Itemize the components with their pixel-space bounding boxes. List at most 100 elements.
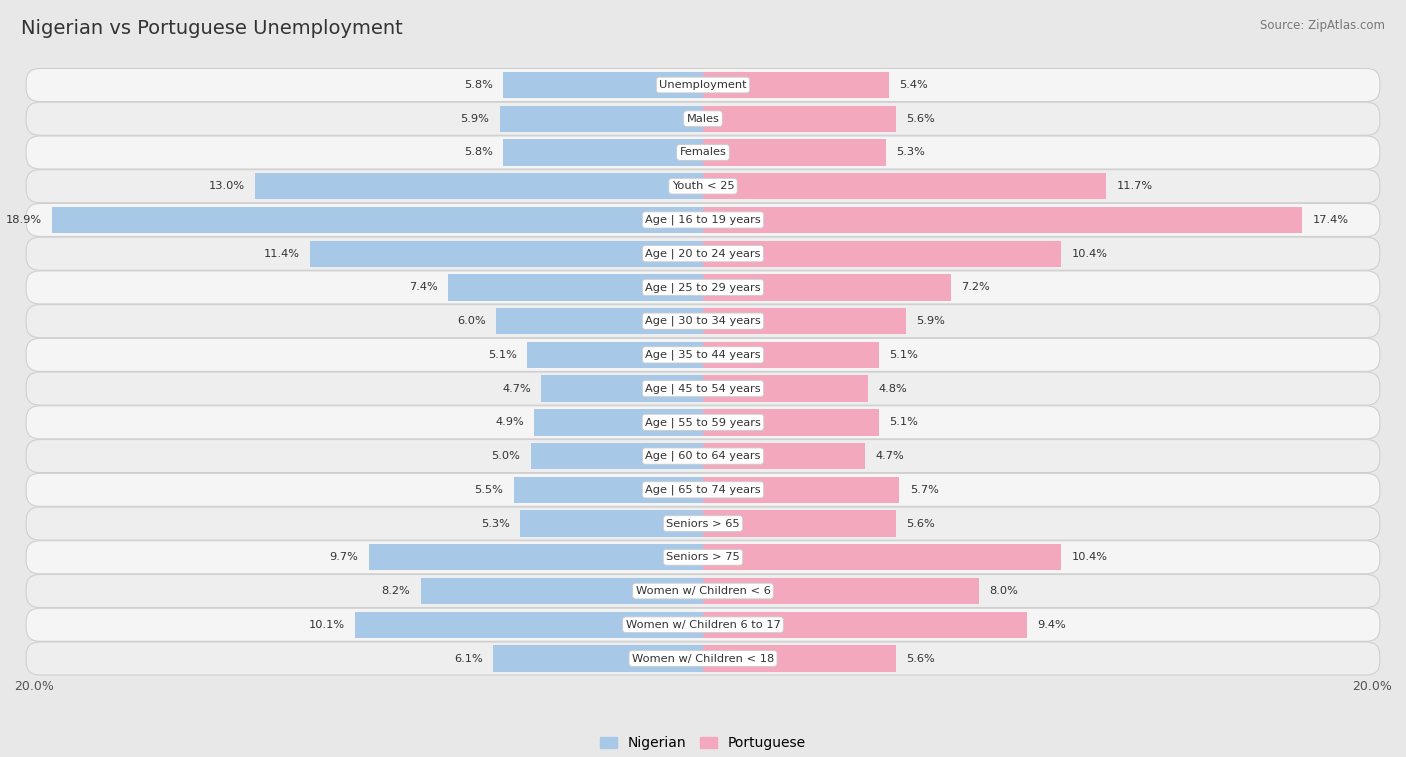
Bar xyxy=(368,544,703,571)
FancyBboxPatch shape xyxy=(27,372,1379,405)
Bar xyxy=(703,646,896,671)
Text: Women w/ Children < 6: Women w/ Children < 6 xyxy=(636,586,770,596)
Bar xyxy=(703,477,900,503)
Bar xyxy=(513,477,703,503)
Text: 20.0%: 20.0% xyxy=(14,680,53,693)
FancyBboxPatch shape xyxy=(27,271,1379,304)
Text: 5.5%: 5.5% xyxy=(474,484,503,495)
Bar xyxy=(531,443,703,469)
Text: 18.9%: 18.9% xyxy=(6,215,42,225)
Text: 5.1%: 5.1% xyxy=(889,417,918,428)
Legend: Nigerian, Portuguese: Nigerian, Portuguese xyxy=(600,737,806,750)
Bar xyxy=(256,173,703,199)
Text: Age | 25 to 29 years: Age | 25 to 29 years xyxy=(645,282,761,293)
FancyBboxPatch shape xyxy=(27,608,1379,641)
FancyBboxPatch shape xyxy=(27,507,1379,540)
Text: 5.9%: 5.9% xyxy=(461,114,489,123)
FancyBboxPatch shape xyxy=(27,68,1379,101)
Text: 9.7%: 9.7% xyxy=(329,553,359,562)
FancyBboxPatch shape xyxy=(27,440,1379,472)
Bar xyxy=(703,173,1107,199)
Bar xyxy=(503,139,703,166)
Text: 5.8%: 5.8% xyxy=(464,148,494,157)
Text: 20.0%: 20.0% xyxy=(1353,680,1392,693)
Bar xyxy=(449,274,703,301)
Text: Age | 30 to 34 years: Age | 30 to 34 years xyxy=(645,316,761,326)
Text: Age | 45 to 54 years: Age | 45 to 54 years xyxy=(645,383,761,394)
Bar xyxy=(356,612,703,638)
FancyBboxPatch shape xyxy=(27,406,1379,439)
Text: 7.4%: 7.4% xyxy=(409,282,437,292)
Text: Age | 20 to 24 years: Age | 20 to 24 years xyxy=(645,248,761,259)
Text: Age | 55 to 59 years: Age | 55 to 59 years xyxy=(645,417,761,428)
Bar xyxy=(703,105,896,132)
FancyBboxPatch shape xyxy=(27,473,1379,506)
Text: 4.7%: 4.7% xyxy=(875,451,904,461)
Bar xyxy=(503,72,703,98)
Bar xyxy=(420,578,703,604)
Bar xyxy=(534,410,703,435)
FancyBboxPatch shape xyxy=(27,338,1379,372)
Text: 5.9%: 5.9% xyxy=(917,316,945,326)
Bar xyxy=(527,341,703,368)
Bar xyxy=(703,72,889,98)
Bar xyxy=(520,510,703,537)
Text: 13.0%: 13.0% xyxy=(208,181,245,192)
Text: Source: ZipAtlas.com: Source: ZipAtlas.com xyxy=(1260,19,1385,32)
Text: 5.6%: 5.6% xyxy=(907,519,935,528)
Text: 4.8%: 4.8% xyxy=(879,384,907,394)
Text: Age | 35 to 44 years: Age | 35 to 44 years xyxy=(645,350,761,360)
Text: 8.2%: 8.2% xyxy=(381,586,411,596)
Text: Males: Males xyxy=(686,114,720,123)
Bar xyxy=(494,646,703,671)
Bar xyxy=(703,274,950,301)
Bar xyxy=(541,375,703,402)
Text: Age | 60 to 64 years: Age | 60 to 64 years xyxy=(645,451,761,461)
Text: Females: Females xyxy=(679,148,727,157)
Text: 6.0%: 6.0% xyxy=(457,316,486,326)
FancyBboxPatch shape xyxy=(27,102,1379,136)
Bar xyxy=(703,139,886,166)
Text: Nigerian vs Portuguese Unemployment: Nigerian vs Portuguese Unemployment xyxy=(21,19,404,38)
Bar xyxy=(703,443,865,469)
Text: 9.4%: 9.4% xyxy=(1038,620,1066,630)
Text: 5.8%: 5.8% xyxy=(464,80,494,90)
FancyBboxPatch shape xyxy=(27,642,1379,675)
Text: Women w/ Children < 18: Women w/ Children < 18 xyxy=(631,653,775,663)
Bar xyxy=(703,410,879,435)
Text: 17.4%: 17.4% xyxy=(1313,215,1348,225)
Text: Youth < 25: Youth < 25 xyxy=(672,181,734,192)
Text: 4.9%: 4.9% xyxy=(495,417,524,428)
Bar xyxy=(703,510,896,537)
Bar xyxy=(703,207,1302,233)
Text: 5.3%: 5.3% xyxy=(896,148,925,157)
Bar xyxy=(703,612,1026,638)
Text: 11.7%: 11.7% xyxy=(1116,181,1153,192)
Text: 5.4%: 5.4% xyxy=(900,80,928,90)
Text: 5.1%: 5.1% xyxy=(488,350,517,360)
Text: Women w/ Children 6 to 17: Women w/ Children 6 to 17 xyxy=(626,620,780,630)
Text: Age | 16 to 19 years: Age | 16 to 19 years xyxy=(645,215,761,225)
FancyBboxPatch shape xyxy=(27,237,1379,270)
Text: Age | 65 to 74 years: Age | 65 to 74 years xyxy=(645,484,761,495)
Bar xyxy=(703,308,907,335)
Bar xyxy=(703,544,1062,571)
Text: 5.7%: 5.7% xyxy=(910,484,939,495)
FancyBboxPatch shape xyxy=(27,575,1379,608)
Text: 8.0%: 8.0% xyxy=(988,586,1018,596)
Text: Seniors > 65: Seniors > 65 xyxy=(666,519,740,528)
Text: 5.6%: 5.6% xyxy=(907,114,935,123)
Text: Unemployment: Unemployment xyxy=(659,80,747,90)
Text: 5.3%: 5.3% xyxy=(481,519,510,528)
Text: 4.7%: 4.7% xyxy=(502,384,531,394)
Bar xyxy=(499,105,703,132)
Text: 10.4%: 10.4% xyxy=(1071,553,1108,562)
Text: Seniors > 75: Seniors > 75 xyxy=(666,553,740,562)
Text: 5.1%: 5.1% xyxy=(889,350,918,360)
Bar xyxy=(52,207,703,233)
Bar xyxy=(703,578,979,604)
Text: 10.4%: 10.4% xyxy=(1071,249,1108,259)
FancyBboxPatch shape xyxy=(27,170,1379,203)
Text: 5.6%: 5.6% xyxy=(907,653,935,663)
FancyBboxPatch shape xyxy=(27,304,1379,338)
